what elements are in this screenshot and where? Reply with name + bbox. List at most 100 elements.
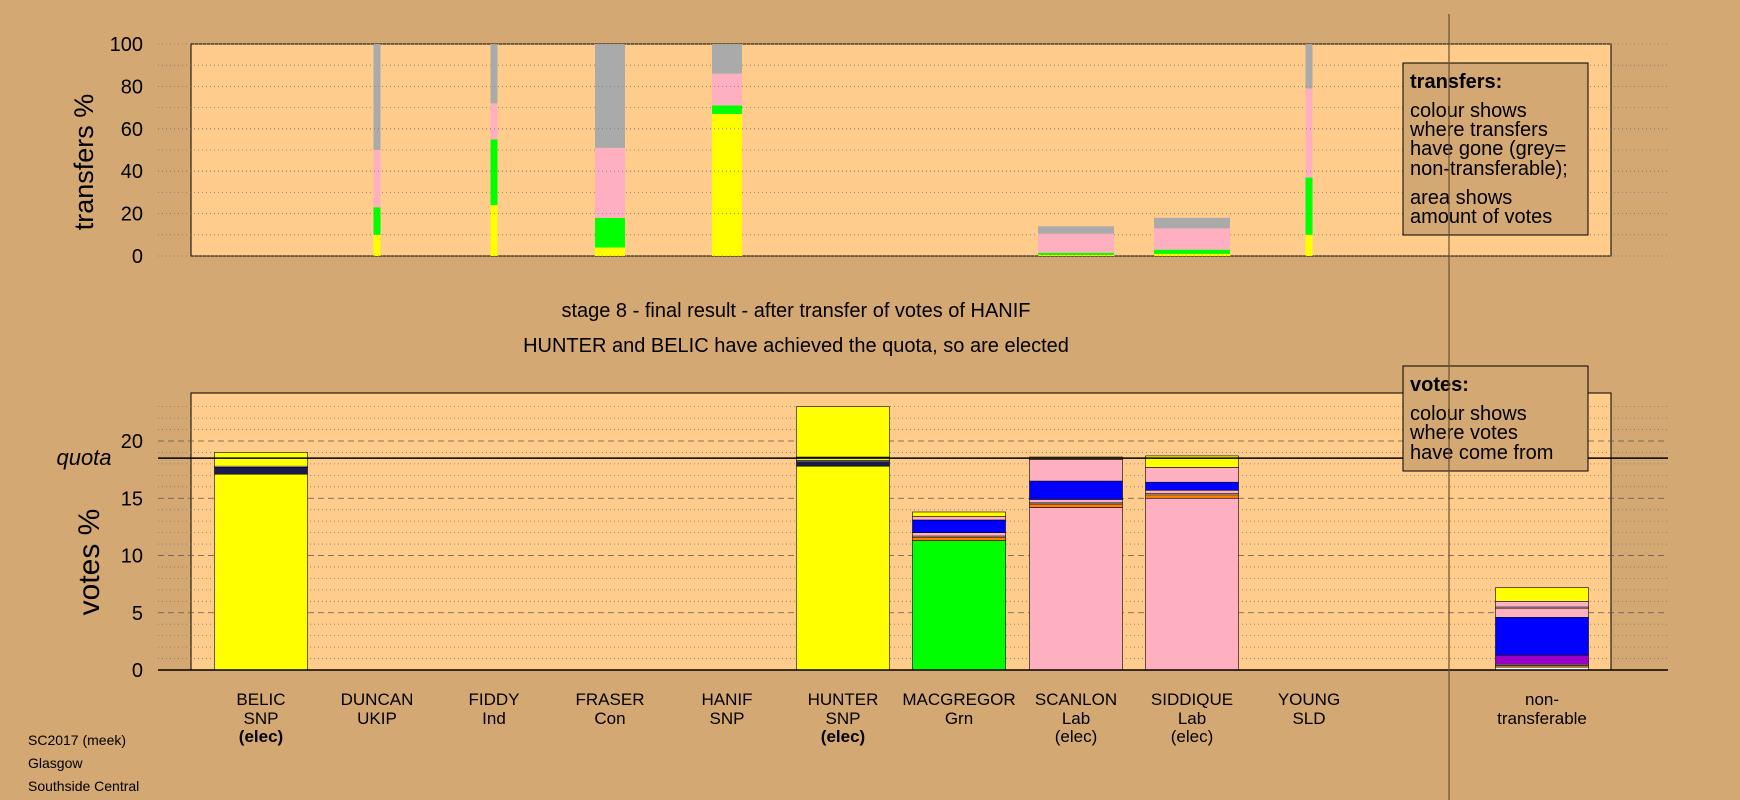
- nontransferable-label-line-1: non-: [1525, 690, 1559, 709]
- votes-legend-box: [1402, 365, 1589, 472]
- votes-legend-line-3: have come from: [1410, 442, 1553, 464]
- vote-segment-belic: [214, 467, 308, 475]
- votes-y-axis-label: votes %: [73, 509, 106, 616]
- vote-segment-macgregor: [912, 519, 1006, 533]
- vote-segment-hunter: [796, 465, 890, 671]
- candidate-party-label: SNP: [710, 709, 745, 728]
- candidate-labels: BELICSNP(elec)DUNCANUKIPFIDDYIndFRASERCo…: [236, 690, 1586, 746]
- vote-segment-siddique: [1145, 467, 1239, 483]
- candidate-party-label: Ind: [482, 709, 506, 728]
- transfer-segment-hanif: [712, 113, 742, 257]
- transfers-tick-label: 20: [121, 204, 143, 226]
- transfer-segment-fraser: [595, 44, 625, 148]
- transfers-y-ticks: 0 20 40 60 80 100: [110, 34, 1668, 268]
- transfer-segment-fraser: [595, 217, 625, 248]
- votes-tick-label: 20: [121, 431, 143, 453]
- transfer-segment-hanif: [712, 73, 742, 106]
- transfer-segment-scanlon: [1038, 252, 1114, 255]
- transfer-segment-young: [1305, 234, 1313, 256]
- candidate-party-label: Lab: [1062, 709, 1090, 728]
- transfer-segment-young: [1305, 177, 1313, 235]
- vote-segment-nontransferable: [1495, 654, 1589, 665]
- transfers-legend-line-4: non-transferable);: [1410, 158, 1568, 180]
- candidate-party-label: SNP: [826, 709, 861, 728]
- vote-segment-macgregor: [912, 536, 1006, 541]
- transfer-segment-fraser: [595, 147, 625, 218]
- transfer-segment-fiddy: [490, 139, 498, 206]
- candidate-name-label: MACGREGOR: [902, 690, 1015, 709]
- nontransferable-label-line-2: transferable: [1497, 709, 1587, 728]
- vote-segment-hunter: [796, 461, 890, 467]
- votes-tick-label: 10: [121, 546, 143, 568]
- vote-segment-hunter: [796, 406, 890, 458]
- candidate-party-label: SNP: [244, 709, 279, 728]
- candidate-party-label: Grn: [945, 709, 973, 728]
- vote-segment-nontransferable: [1495, 600, 1589, 608]
- transfers-tick-label: 0: [132, 246, 143, 268]
- vote-segment-macgregor: [912, 540, 1006, 671]
- candidate-status-label: (elec): [821, 727, 865, 746]
- vote-segment-scanlon: [1029, 459, 1123, 482]
- transfer-segment-young: [1305, 44, 1313, 89]
- candidate-party-label: Con: [594, 709, 625, 728]
- vote-segment-siddique: [1145, 489, 1239, 494]
- transfers-legend-box: [1402, 62, 1589, 236]
- vote-segment-macgregor: [912, 516, 1006, 521]
- candidate-party-label: Lab: [1178, 709, 1206, 728]
- vote-segment-scanlon: [1029, 499, 1123, 504]
- transfers-legend-title: transfers:: [1410, 71, 1502, 93]
- vote-segment-belic: [214, 473, 308, 671]
- vote-segment-siddique: [1145, 494, 1239, 499]
- transfer-segment-hanif: [712, 44, 742, 74]
- candidate-status-label: (elec): [1055, 727, 1098, 746]
- transfer-segment-siddique: [1154, 253, 1230, 256]
- transfers-legend-line-3: have gone (grey=: [1410, 138, 1566, 160]
- transfers-tick-label: 40: [121, 161, 143, 183]
- transfer-segment-young: [1305, 88, 1313, 178]
- transfers-legend-line-1: colour shows: [1410, 100, 1527, 122]
- candidate-name-label: DUNCAN: [341, 690, 414, 709]
- votes-legend-line-2: where votes: [1409, 422, 1518, 444]
- votes-legend-line-1: colour shows: [1410, 403, 1527, 425]
- transfers-legend-line-5: area shows: [1410, 187, 1512, 209]
- votes-legend: votes: colour shows where votes have com…: [1402, 365, 1589, 472]
- footer-election: SC2017 (meek): [28, 732, 126, 748]
- candidate-name-label: BELIC: [236, 690, 285, 709]
- transfer-segment-siddique: [1154, 228, 1230, 250]
- candidate-name-label: FRASER: [576, 690, 645, 709]
- transfer-segment-fiddy: [490, 205, 498, 256]
- quota-label: quota: [56, 445, 111, 470]
- candidate-status-label: (elec): [1171, 727, 1214, 746]
- transfers-legend: transfers: colour shows where transfers …: [1402, 62, 1589, 236]
- vote-segment-scanlon: [1029, 503, 1123, 508]
- candidate-name-label: FIDDY: [469, 690, 520, 709]
- vote-segment-macgregor: [912, 511, 1006, 517]
- footer-council: Glasgow: [28, 755, 83, 771]
- votes-legend-title: votes:: [1410, 374, 1469, 396]
- transfer-segment-duncan: [373, 207, 381, 235]
- transfer-segment-fiddy: [490, 103, 498, 140]
- vote-segment-nontransferable: [1495, 617, 1589, 656]
- candidate-party-label: UKIP: [357, 709, 397, 728]
- result-caption: HUNTER and BELIC have achieved the quota…: [523, 335, 1069, 357]
- candidate-status-label: (elec): [239, 727, 283, 746]
- transfers-tick-label: 80: [121, 76, 143, 98]
- transfer-segment-scanlon: [1038, 233, 1114, 253]
- votes-tick-label: 0: [132, 660, 143, 682]
- stage-caption: stage 8 - final result - after transfer …: [561, 300, 1030, 322]
- transfers-tick-label: 60: [121, 119, 143, 141]
- vote-segment-siddique: [1145, 497, 1239, 671]
- transfers-y-axis-label: transfers %: [69, 94, 99, 231]
- candidate-party-label: SLD: [1292, 709, 1325, 728]
- vote-segment-nontransferable: [1495, 587, 1589, 602]
- vote-segment-siddique: [1145, 481, 1239, 491]
- transfer-segment-hanif: [712, 105, 742, 114]
- candidate-name-label: SIDDIQUE: [1151, 690, 1233, 709]
- transfer-segment-fraser: [595, 247, 625, 256]
- transfers-bars: [373, 44, 1313, 257]
- transfer-segment-scanlon: [1038, 226, 1114, 234]
- candidate-name-label: HUNTER: [808, 690, 879, 709]
- transfers-legend-line-6: amount of votes: [1410, 206, 1552, 228]
